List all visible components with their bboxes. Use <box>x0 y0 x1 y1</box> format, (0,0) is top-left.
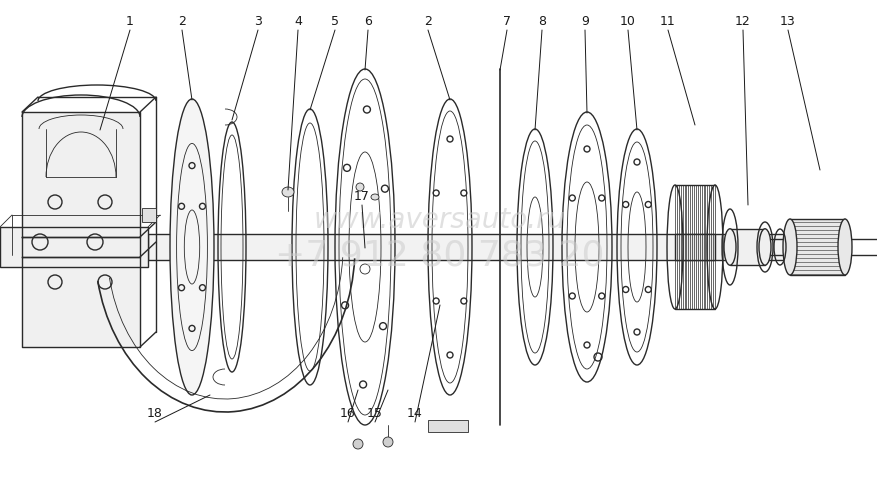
Text: 6: 6 <box>364 15 372 28</box>
Text: 1: 1 <box>126 15 134 28</box>
Polygon shape <box>22 257 139 347</box>
Text: 14: 14 <box>407 407 423 420</box>
Text: 4: 4 <box>294 15 302 28</box>
Text: 16: 16 <box>339 407 355 420</box>
Bar <box>789 219 844 275</box>
Bar <box>0 227 148 267</box>
Text: 12: 12 <box>734 15 750 28</box>
Text: 9: 9 <box>581 15 588 28</box>
Ellipse shape <box>758 229 770 265</box>
Text: 7: 7 <box>503 15 510 28</box>
Text: 8: 8 <box>538 15 545 28</box>
Ellipse shape <box>282 187 294 197</box>
Text: 15: 15 <box>367 407 382 420</box>
Text: 3: 3 <box>253 15 261 28</box>
Ellipse shape <box>724 229 735 265</box>
Ellipse shape <box>353 439 362 449</box>
Ellipse shape <box>382 437 393 447</box>
Bar <box>148 234 797 260</box>
Bar <box>142 208 156 222</box>
Text: 5: 5 <box>331 15 339 28</box>
Ellipse shape <box>170 99 214 395</box>
Bar <box>427 420 467 432</box>
Text: 13: 13 <box>780 15 795 28</box>
Polygon shape <box>22 237 139 257</box>
Text: www.aversauto.ru: www.aversauto.ru <box>314 206 566 234</box>
Bar <box>729 229 764 265</box>
Text: 11: 11 <box>660 15 675 28</box>
Text: +7 912 80 783 20: +7 912 80 783 20 <box>275 238 604 272</box>
Bar <box>674 234 714 260</box>
Ellipse shape <box>371 194 379 200</box>
Text: 2: 2 <box>178 15 186 28</box>
Text: 2: 2 <box>424 15 431 28</box>
Text: 18: 18 <box>146 407 163 420</box>
Polygon shape <box>22 112 139 237</box>
Ellipse shape <box>837 219 851 275</box>
Ellipse shape <box>355 183 364 191</box>
Text: 17: 17 <box>353 190 369 203</box>
Text: 10: 10 <box>619 15 635 28</box>
Ellipse shape <box>782 219 796 275</box>
